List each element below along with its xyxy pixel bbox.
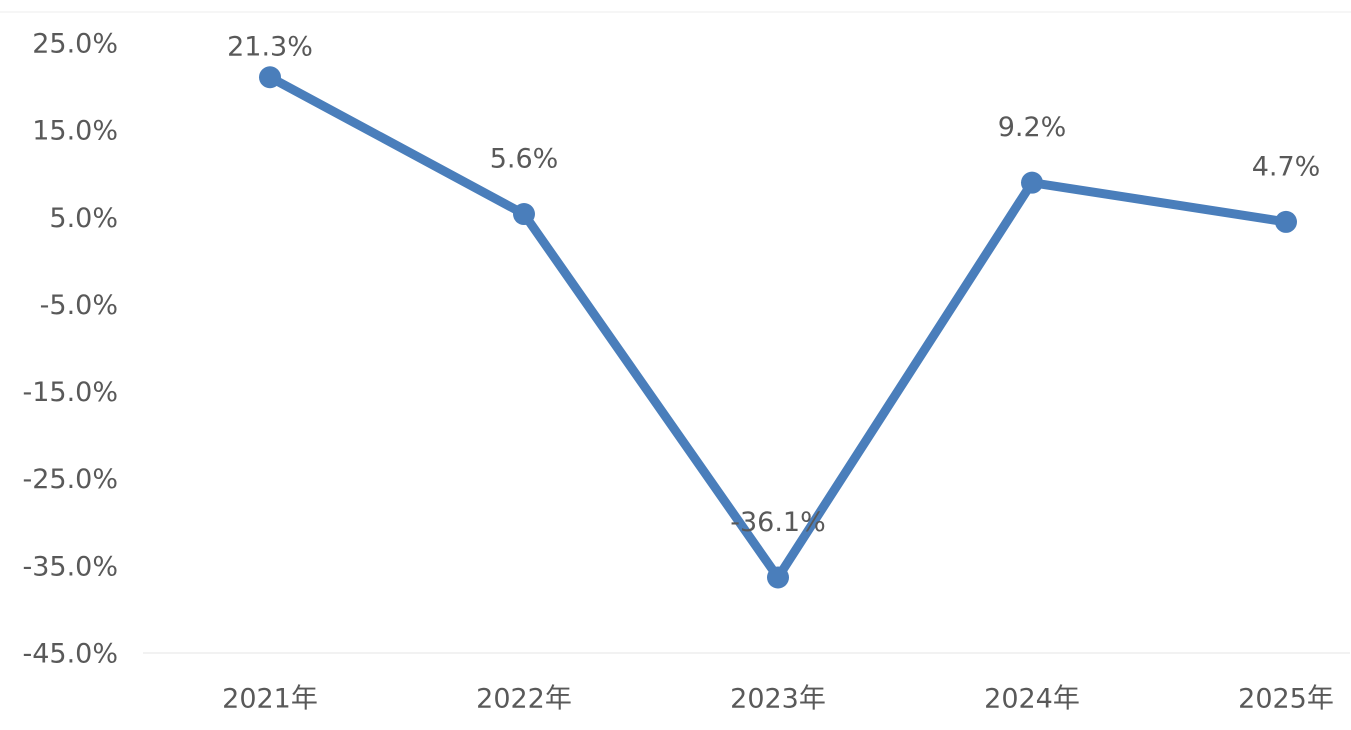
x-tick-label: 2021年 xyxy=(222,684,318,715)
point-marker xyxy=(1021,171,1043,194)
series-line xyxy=(267,73,1287,582)
data-label: 9.2% xyxy=(998,112,1067,143)
y-tick-label: 5.0% xyxy=(49,203,118,234)
point-marker xyxy=(513,203,535,226)
y-tick-label: 25.0% xyxy=(32,29,118,60)
x-tick-label: 2024年 xyxy=(984,684,1080,715)
point-marker xyxy=(259,66,281,89)
y-tick-label: -25.0% xyxy=(22,464,118,495)
point-marker xyxy=(767,566,789,589)
x-tick-label: 2022年 xyxy=(476,684,572,715)
data-label: -36.1% xyxy=(730,507,826,538)
x-tick-label: 2025年 xyxy=(1238,684,1334,715)
x-tick-label: 2023年 xyxy=(730,684,826,715)
y-tick-label: -45.0% xyxy=(22,639,118,670)
point-marker xyxy=(1275,210,1297,233)
y-tick-label: -35.0% xyxy=(22,551,118,582)
y-tick-label: 15.0% xyxy=(32,116,118,147)
y-tick-label: -15.0% xyxy=(22,377,118,408)
data-label: 4.7% xyxy=(1252,151,1321,182)
data-label: 21.3% xyxy=(227,32,313,63)
y-tick-label: -5.0% xyxy=(40,290,118,321)
data-label: 5.6% xyxy=(490,144,559,175)
